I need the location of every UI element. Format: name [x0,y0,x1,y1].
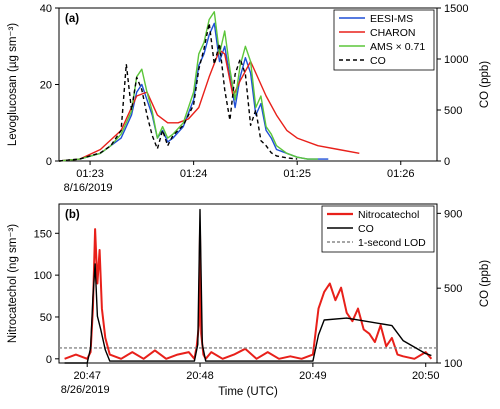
xtick-label-0-0: 01:23 [76,168,104,180]
ytick-left-label-0-1: 20 [40,80,52,92]
ytick-left-label-1-0: 0 [46,354,52,366]
plot-frame-1 [58,203,438,364]
ytick-left-label-0-0: 0 [46,156,52,168]
ytick-right-label-0-1: 500 [444,105,462,117]
ytick-left-label-1-1: 50 [40,312,52,324]
ytick-right-label-1-0: 100 [444,358,462,370]
legend-label-1-1: CO [358,223,374,235]
legend-label-0-2: AMS × 0.71 [370,41,425,53]
legend-label-1-0: Nitrocatechol [358,209,419,221]
legend-label-0-3: CO [370,55,386,67]
xlabel-1: Time (UTC) [218,386,278,398]
ytick-left-label-1-2: 100 [34,270,52,282]
xtick-label-1-3: 20:50 [412,370,440,382]
xtick-label-1-0: 20:47 [73,370,101,382]
ylabel-right-1: CO (ppb) [479,260,491,307]
series-line-0-3 [58,22,298,162]
ytick-right-label-0-2: 1000 [444,54,468,66]
ytick-right-label-1-2: 900 [444,208,462,220]
series-line-1-0 [64,228,433,360]
ylabel-left-0: Levoglucosan (µg sm⁻³) [7,23,19,146]
ytick-left-label-0-2: 40 [40,3,52,15]
series-line-0-1 [58,49,360,162]
legend-label-1-2: 1-second LOD [358,237,426,249]
panel-label-0: (a) [65,13,79,25]
xtick-label-0-3: 01:26 [387,168,415,180]
series-line-0-2 [58,11,318,162]
ytick-right-label-0-0: 0 [444,156,450,168]
legend-box-0 [333,9,435,71]
series-line-1-1 [64,208,432,364]
xtick-label-0-2: 01:25 [283,168,311,180]
date-label-1: 8/26/2019 [61,384,110,396]
legend-label-0-0: EESI-MS [370,13,413,25]
ytick-right-label-0-3: 1500 [444,3,468,15]
xtick-label-0-1: 01:24 [180,168,208,180]
xtick-label-1-2: 20:49 [299,370,327,382]
date-label-0: 8/16/2019 [64,182,113,194]
ylabel-right-0: CO (ppb) [479,61,491,108]
xtick-label-1-1: 20:48 [186,370,214,382]
ylabel-left-1: Nitrocatechol (ng sm⁻³) [7,224,19,343]
legend-label-0-1: CHARON [370,27,416,39]
ytick-right-label-1-1: 500 [444,283,462,295]
ytick-left-label-1-3: 150 [34,228,52,240]
panel-label-1: (b) [65,209,80,221]
series-line-0-0 [58,22,329,162]
